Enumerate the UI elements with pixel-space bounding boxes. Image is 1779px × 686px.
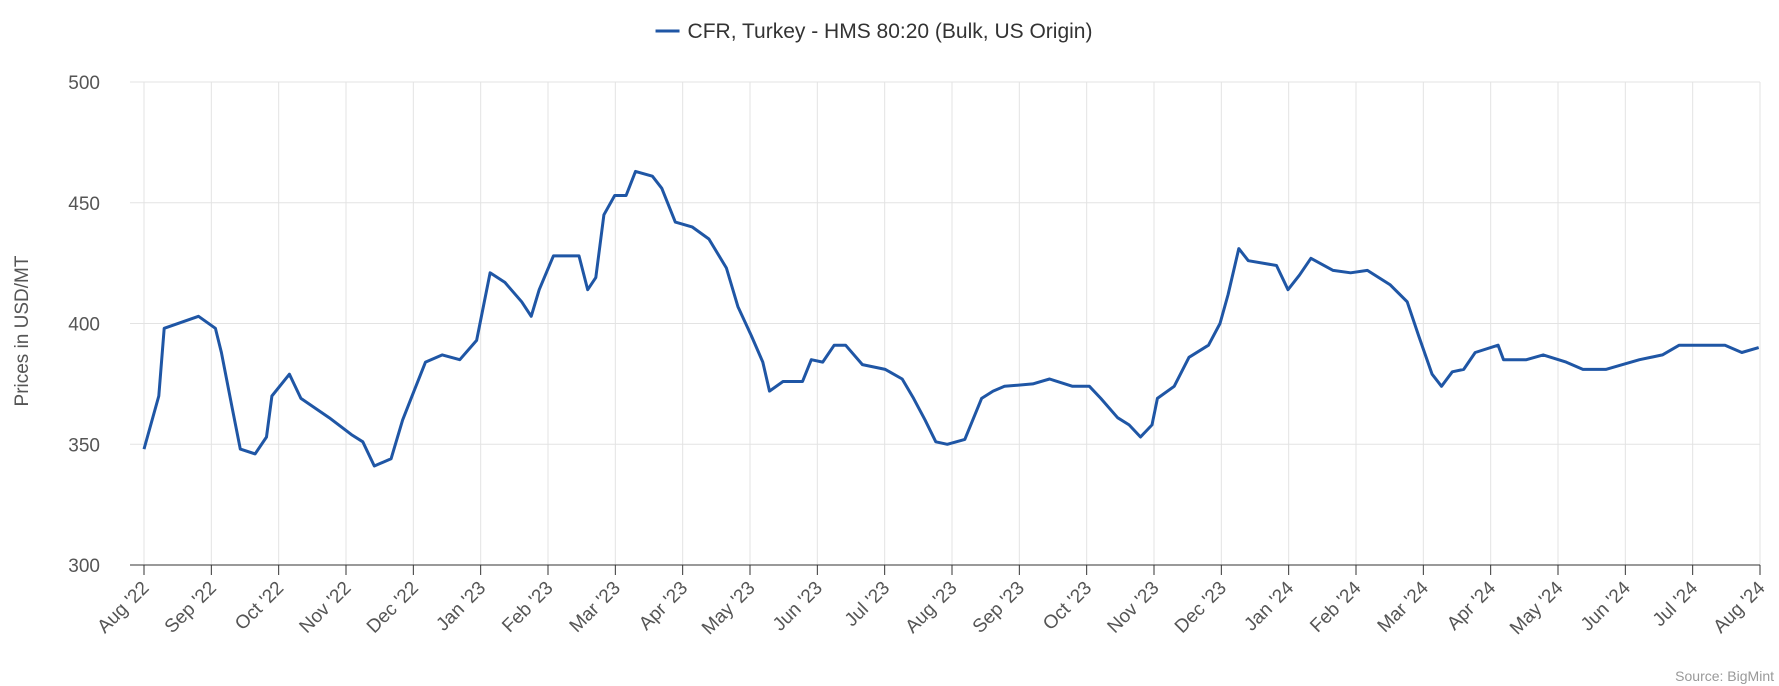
x-tick-label: Jun '24 (1577, 577, 1635, 635)
x-tick-label: Dec '23 (1171, 578, 1231, 638)
x-tick-label: Feb '23 (498, 578, 557, 637)
x-tick-label: Feb '24 (1306, 577, 1366, 637)
y-tick-label: 400 (68, 315, 100, 336)
x-tick-label: Aug '23 (902, 578, 962, 638)
x-tick-label: Oct '22 (231, 578, 288, 635)
x-tick-label: Sep '22 (161, 578, 221, 638)
x-tick-label: Jan '24 (1240, 577, 1298, 635)
y-axis-label: Prices in USD/MT (12, 255, 33, 406)
line (142, 169, 1760, 468)
y-tick-label: 300 (68, 556, 100, 577)
x-tick-label: Jul '23 (841, 578, 894, 631)
y-tick-label: 350 (68, 435, 100, 456)
x-tick-label: Sep '23 (969, 578, 1029, 638)
y-tick-label: 500 (68, 73, 100, 94)
source: Source: BigMint (1675, 668, 1774, 684)
legend-label: CFR, Turkey - HMS 80:20 (Bulk, US Origin… (688, 20, 1093, 43)
x-tick-label: Mar '23 (566, 578, 625, 637)
x-tick-label: May '24 (1506, 577, 1568, 639)
x-tick-label: Apr '23 (635, 578, 692, 635)
x-tick-label: Dec '22 (363, 578, 423, 638)
y-tick-label: 450 (68, 194, 100, 215)
x-tick-label: Apr '24 (1443, 577, 1500, 634)
x-tick-label: Jan '23 (432, 578, 490, 636)
x-tick-label: Mar '24 (1374, 577, 1434, 637)
x-tick-label: Oct '23 (1039, 578, 1096, 635)
x-tick-label: Jul '24 (1649, 577, 1703, 631)
x-tick-label: Aug '24 (1710, 577, 1770, 637)
x-tick-label: Aug '22 (94, 578, 154, 638)
x-tick-label: Nov '22 (296, 578, 356, 638)
x-tick-label: May '23 (698, 578, 759, 639)
x-tick-label: Nov '23 (1104, 578, 1164, 638)
x-tick-label: Jun '23 (769, 578, 827, 636)
